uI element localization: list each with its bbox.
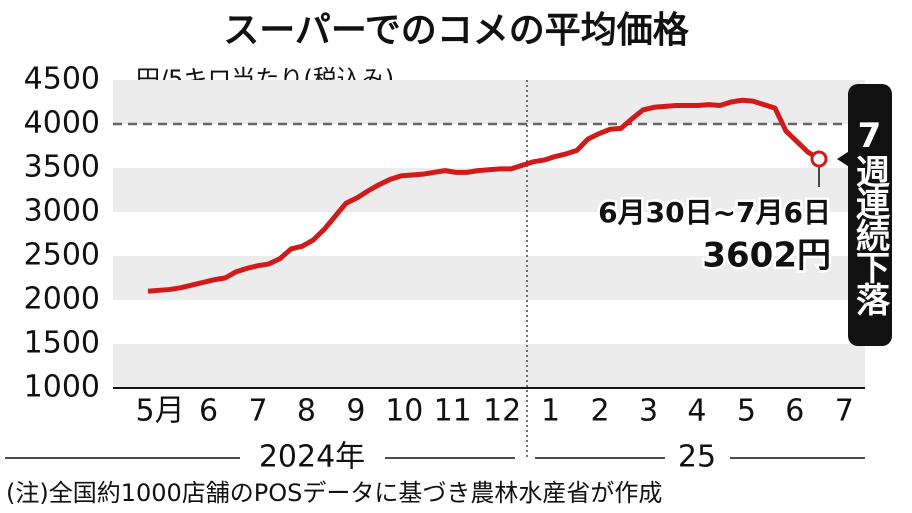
y-tick-label: 4000 xyxy=(24,106,100,141)
end-point xyxy=(810,150,828,168)
year-label: 2024年 xyxy=(259,440,365,475)
year-label: 25 xyxy=(678,440,716,475)
note: (注)全国約1000店舗のPOSデータに基づき農林水産省が作成 xyxy=(6,479,662,507)
band xyxy=(113,168,865,212)
x-tick-label: 1 xyxy=(541,394,560,429)
badge-pointer xyxy=(837,150,851,169)
y-tick-label: 4500 xyxy=(24,62,100,97)
x-tick-label: 7 xyxy=(248,394,267,429)
x-tick-label: 6 xyxy=(199,394,218,429)
annotation-badge: 7週連続下落 xyxy=(848,84,892,346)
x-tick-label: 5 xyxy=(737,394,756,429)
plot-background xyxy=(113,80,865,388)
x-tick-label: 9 xyxy=(346,394,365,429)
x-tick-label: 6 xyxy=(785,394,804,429)
x-tick-label: 2 xyxy=(591,394,610,429)
y-tick-label: 1000 xyxy=(24,370,100,405)
band xyxy=(113,344,865,388)
annotation: 6月30日~7月6日 xyxy=(598,196,831,229)
y-tick-label: 2500 xyxy=(24,238,100,273)
x-tick-label: 3 xyxy=(639,394,658,429)
x-tick-label: 10 xyxy=(385,394,423,429)
y-tick-label: 3500 xyxy=(24,150,100,185)
x-tick-label: 7 xyxy=(835,394,854,429)
x-tick-label: 5月 xyxy=(136,394,185,429)
y-tick-label: 1500 xyxy=(24,326,100,361)
y-tick-label: 2000 xyxy=(24,282,100,317)
y-tick-label: 3000 xyxy=(24,194,100,229)
x-tick-label: 8 xyxy=(297,394,316,429)
band xyxy=(113,256,865,300)
x-tick-label: 4 xyxy=(687,394,706,429)
x-tick-label: 12 xyxy=(483,394,521,429)
data-label: 3602円 xyxy=(702,236,831,276)
x-tick-label: 11 xyxy=(434,394,472,429)
price-line xyxy=(147,97,821,294)
chart-title: スーパーでのコメの平均価格 xyxy=(223,10,689,51)
